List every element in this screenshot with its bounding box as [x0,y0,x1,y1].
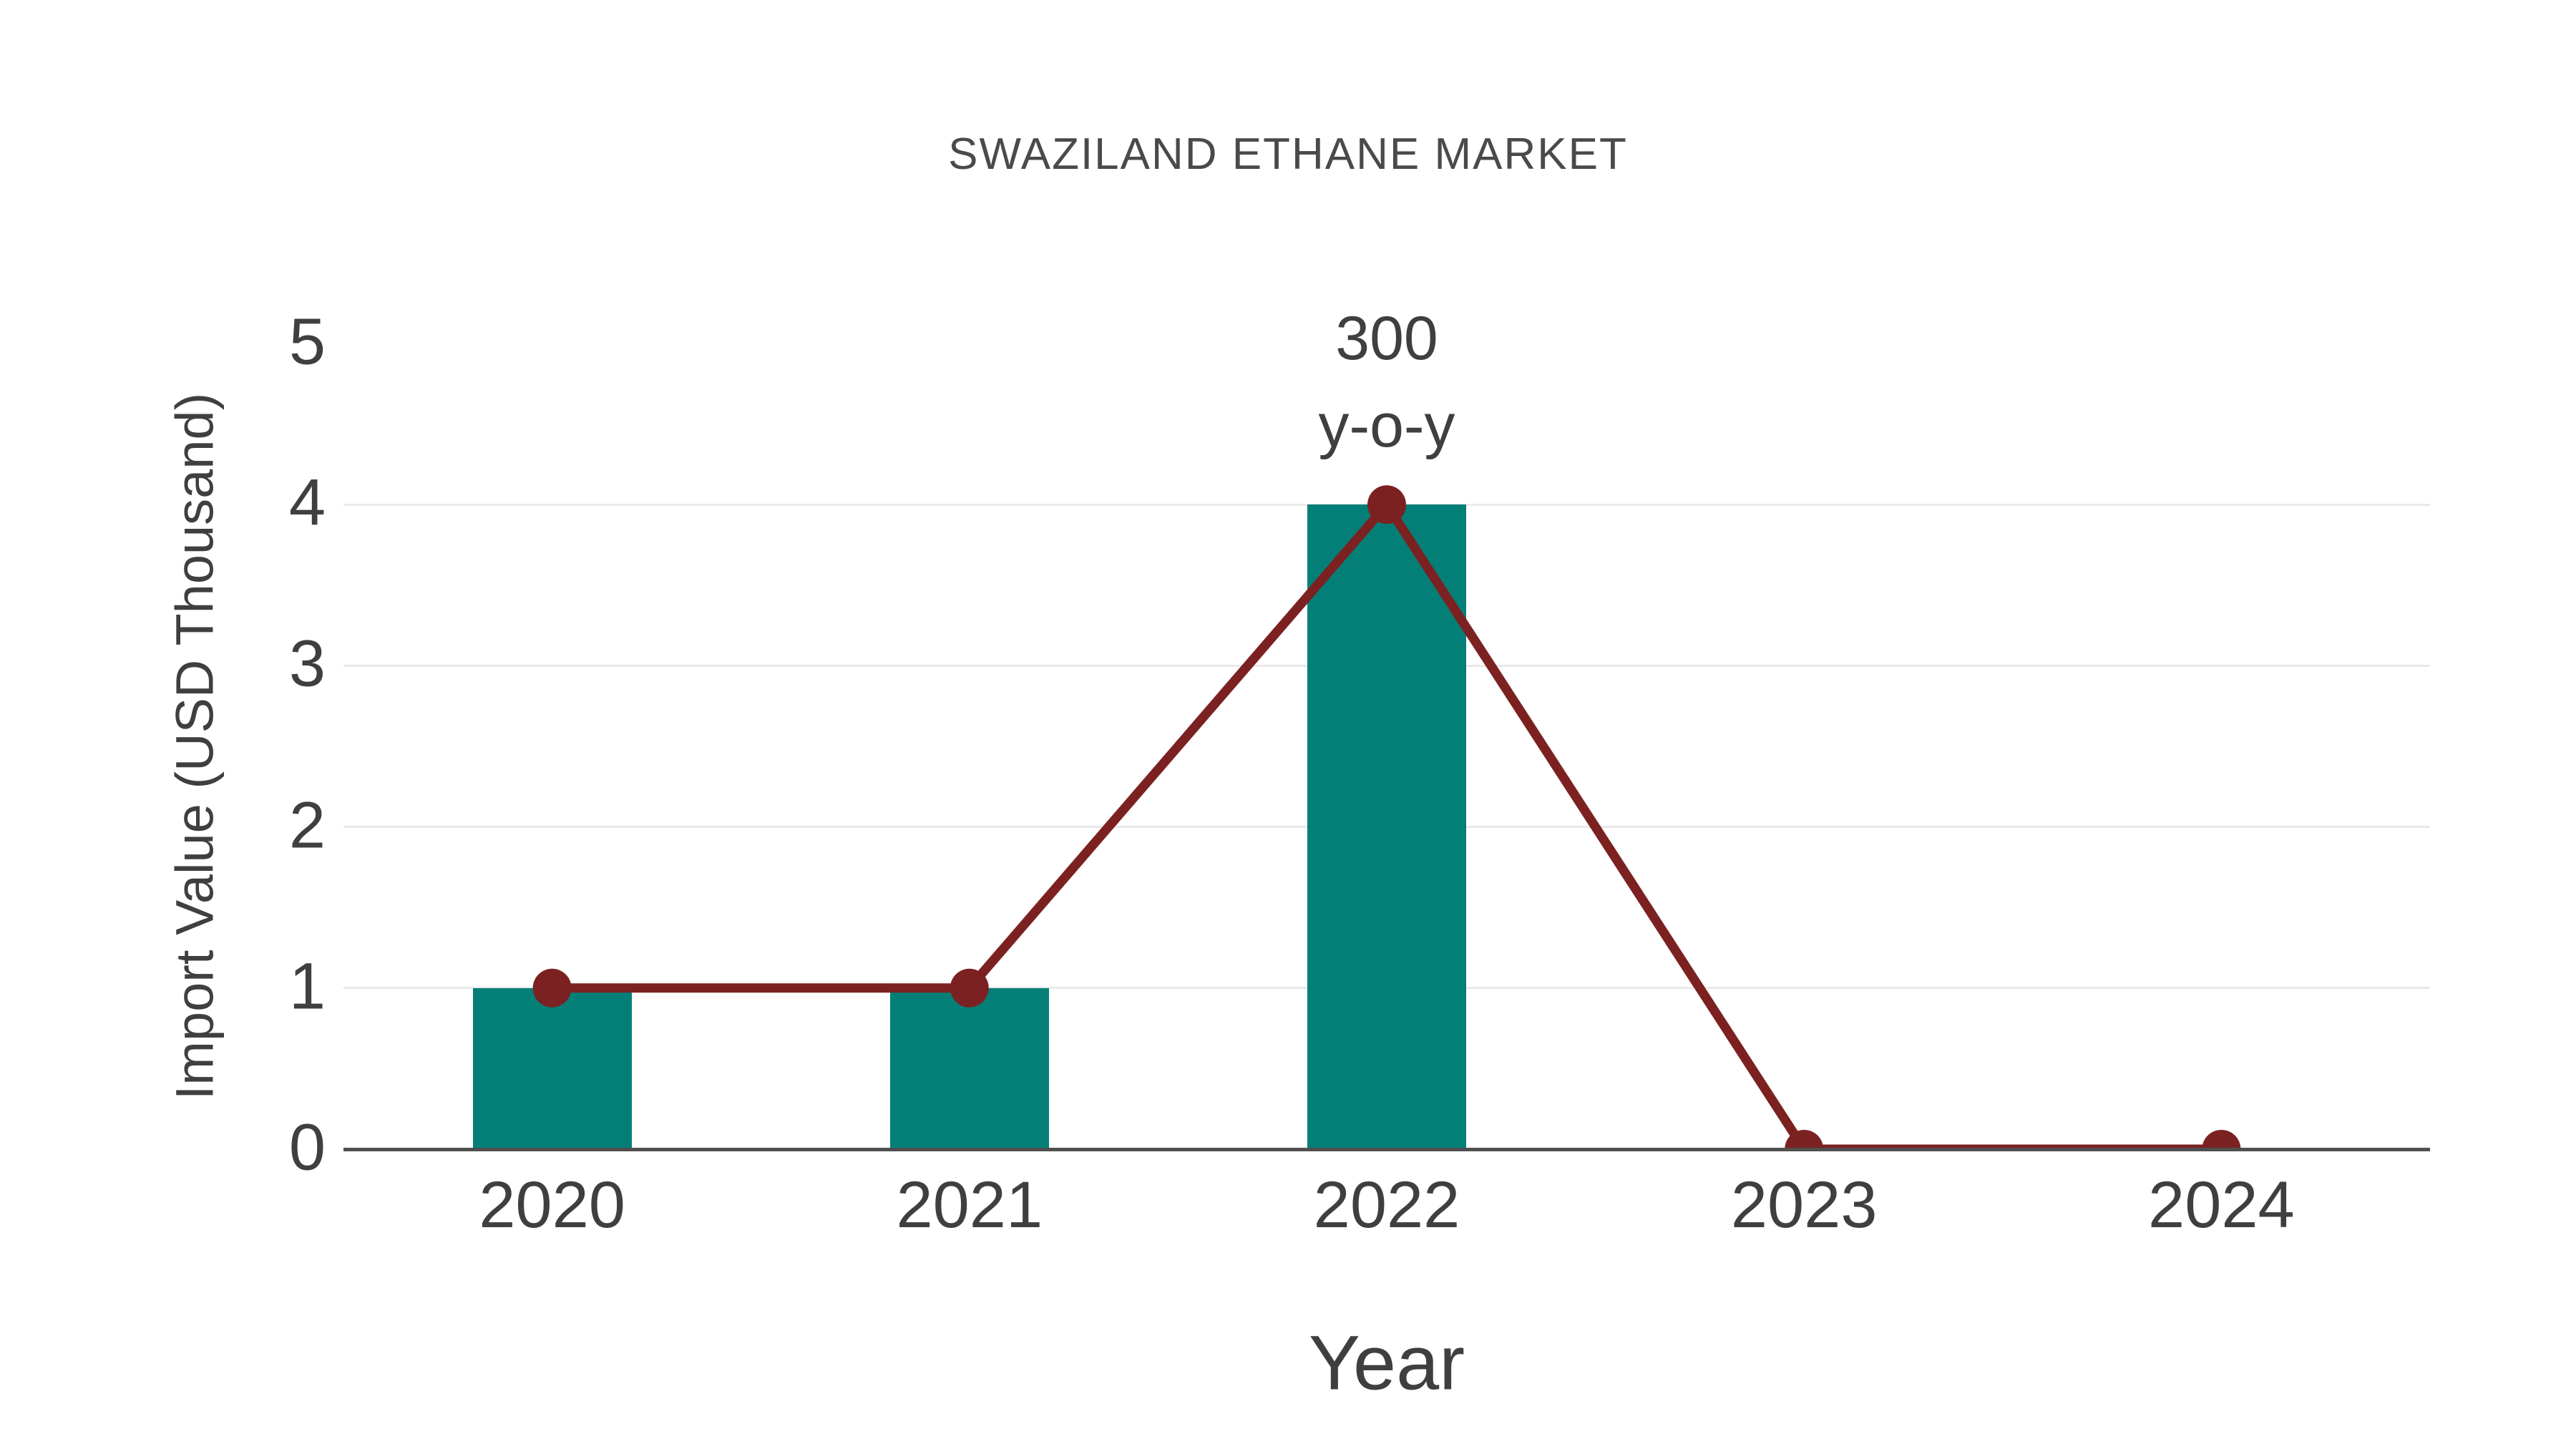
x-tick-label-2020: 2020 [479,1169,625,1241]
marker-2020 [532,968,572,1008]
y-tick-label-5: 5 [288,305,326,379]
marker-2024 [2202,1130,2241,1149]
chart-title: SWAZILAND ETHANE MARKET [948,130,1628,179]
y-tick-label-0: 0 [288,1111,326,1184]
y-tick-label-1: 1 [288,950,326,1023]
y-tick-label-4: 4 [288,466,326,540]
x-tick-label-2021: 2021 [896,1169,1043,1241]
y-tick-label-3: 3 [288,627,326,701]
x-axis-title: Year [1308,1319,1465,1406]
marker-2022 [1367,485,1406,525]
annotation-line-2: y-o-y [1318,391,1455,461]
marker-2023 [1785,1130,1824,1149]
bar-2020 [472,987,632,1149]
annotation-line-1: 300 [1335,304,1438,373]
bar-2022 [1307,504,1466,1149]
x-axis-line [343,1148,2430,1151]
marker-2021 [950,968,989,1008]
trend-line [552,497,2222,1149]
x-tick-label-2023: 2023 [1730,1169,1878,1241]
y-tick-label-2: 2 [288,788,326,862]
x-tick-label-2024: 2024 [2148,1169,2295,1241]
bar-2021 [889,987,1049,1149]
annotation-yoy: 300 y-o-y [1318,295,1455,469]
x-tick-label-2022: 2022 [1313,1169,1460,1241]
